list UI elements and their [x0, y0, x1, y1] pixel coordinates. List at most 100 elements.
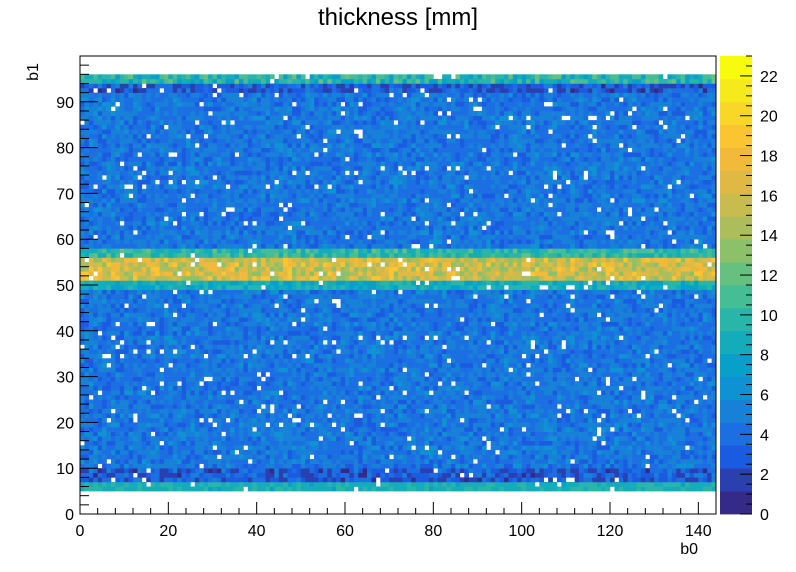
heatmap-cell: [402, 481, 408, 487]
heatmap-cell: [680, 367, 686, 373]
heatmap-cell: [208, 477, 213, 483]
heatmap-cell: [477, 326, 483, 332]
heatmap-cell: [88, 481, 94, 487]
heatmap-cell: [287, 326, 293, 332]
heatmap-cell: [119, 349, 125, 354]
heatmap-cell: [203, 326, 209, 332]
heatmap-cell: [225, 335, 231, 341]
heatmap-cell: [278, 385, 284, 391]
heatmap-cell: [534, 399, 540, 405]
heatmap-cell: [495, 477, 500, 483]
heatmap-cell: [292, 426, 297, 432]
heatmap-cell: [327, 394, 333, 400]
heatmap-cell: [543, 472, 549, 478]
heatmap-cell: [433, 472, 439, 478]
heatmap-cell: [141, 339, 147, 345]
heatmap-cell: [84, 376, 90, 382]
heatmap-cell: [84, 472, 90, 478]
heatmap-cell: [548, 472, 553, 478]
heatmap-cell: [402, 413, 408, 419]
heatmap-cell: [97, 477, 103, 483]
heatmap-cell: [530, 399, 536, 405]
heatmap-cell: [490, 362, 496, 368]
heatmap-cell: [557, 385, 562, 391]
heatmap-cell: [146, 344, 151, 350]
heatmap-cell: [504, 362, 509, 368]
heatmap-cell: [654, 436, 659, 442]
heatmap-cell: [451, 394, 456, 400]
heatmap-cell: [239, 486, 244, 492]
heatmap-cell: [521, 394, 527, 400]
heatmap-cell: [80, 339, 85, 345]
heatmap-cell: [632, 408, 637, 414]
heatmap-cell: [292, 408, 297, 414]
heatmap-cell: [283, 399, 288, 405]
heatmap-cell: [102, 362, 107, 368]
heatmap-cell: [84, 408, 90, 414]
heatmap-cell: [159, 431, 165, 437]
heatmap-cell: [614, 362, 620, 368]
heatmap-cell: [283, 459, 288, 464]
heatmap-cell: [300, 472, 306, 478]
heatmap-cell: [124, 321, 129, 327]
heatmap-cell: [318, 339, 324, 345]
heatmap-cell: [495, 422, 500, 428]
heatmap-cell: [658, 404, 664, 409]
heatmap-cell: [561, 385, 567, 391]
heatmap-cell: [278, 372, 284, 377]
heatmap-cell: [552, 358, 558, 364]
heatmap-cell: [115, 372, 121, 377]
heatmap-cell: [261, 385, 266, 391]
heatmap-cell: [314, 390, 319, 396]
heatmap-cell: [671, 422, 677, 428]
heatmap-cell: [605, 404, 611, 409]
heatmap-cell: [102, 404, 107, 409]
heatmap-cell: [570, 417, 575, 423]
heatmap-cell: [353, 449, 359, 455]
heatmap-cell: [93, 481, 98, 487]
heatmap-cell: [322, 459, 328, 464]
heatmap-cell: [424, 413, 430, 419]
heatmap-cell: [596, 459, 602, 464]
heatmap-cell: [190, 353, 196, 359]
heatmap-cell: [133, 362, 138, 368]
heatmap-cell: [610, 381, 615, 387]
heatmap-cell: [274, 330, 280, 336]
heatmap-cell: [411, 417, 416, 423]
heatmap-cell: [296, 326, 302, 332]
heatmap-cell: [689, 459, 695, 464]
heatmap-cell: [406, 335, 412, 341]
heatmap-cell: [605, 367, 611, 373]
heatmap-cell: [287, 358, 293, 364]
heatmap-cell: [508, 449, 514, 455]
heatmap-cell: [548, 362, 553, 368]
heatmap-cell: [243, 358, 249, 364]
heatmap-cell: [239, 344, 244, 350]
heatmap-cell: [415, 417, 421, 423]
heatmap-cell: [649, 486, 655, 492]
heatmap-cell: [190, 390, 196, 396]
heatmap-cell: [133, 376, 138, 382]
heatmap-cell: [663, 367, 668, 373]
heatmap-cell: [133, 399, 138, 405]
heatmap-cell: [530, 367, 536, 373]
heatmap-cell: [552, 394, 558, 400]
heatmap-cell: [451, 408, 456, 414]
heatmap-cell: [517, 404, 522, 409]
heatmap-cell: [579, 390, 584, 396]
heatmap-cell: [636, 449, 642, 455]
heatmap-cell: [168, 463, 174, 469]
heatmap-cell: [137, 481, 143, 487]
heatmap-cell: [610, 440, 615, 446]
heatmap-cell: [468, 362, 474, 368]
heatmap-cell: [84, 426, 90, 432]
heatmap-cell: [433, 362, 439, 368]
heatmap-cell: [557, 362, 562, 368]
heatmap-cell: [534, 426, 540, 432]
heatmap-cell: [420, 335, 425, 341]
heatmap-cell: [203, 394, 209, 400]
heatmap-cell: [137, 426, 143, 432]
heatmap-cell: [314, 463, 319, 469]
heatmap-cell: [358, 463, 363, 469]
heatmap-cell: [181, 335, 187, 341]
